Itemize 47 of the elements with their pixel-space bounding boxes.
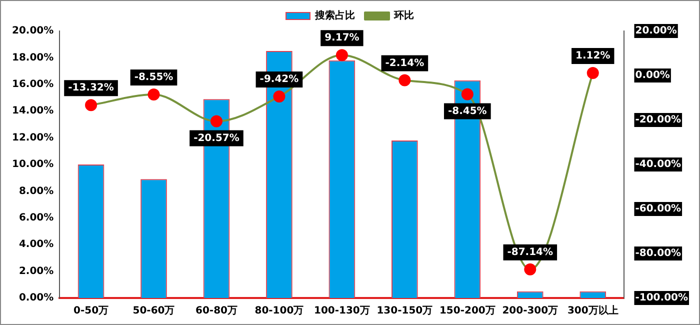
y2-tick-label: -100.00% xyxy=(635,292,688,304)
x-tick-label: 100-130万 xyxy=(314,306,370,317)
x-tick-label: 50-60万 xyxy=(132,306,175,317)
point xyxy=(273,90,286,102)
x-tick-label: 0-50万 xyxy=(74,306,109,317)
y-tick-label: 20.00% xyxy=(12,26,54,37)
y-tick-label: 16.00% xyxy=(12,78,54,90)
y-tick-label: 18.00% xyxy=(12,52,54,64)
legend-label: 环比 xyxy=(393,10,414,22)
data-label: -8.45% xyxy=(448,106,487,117)
data-label: -9.42% xyxy=(260,74,299,86)
y2-tick-label: 20.00% xyxy=(635,26,677,37)
y-tick-label: 4.00% xyxy=(18,239,54,250)
point xyxy=(336,49,348,62)
y-tick-label: 0.00% xyxy=(18,292,54,304)
x-tick-label: 300万以上 xyxy=(567,304,618,317)
point xyxy=(398,74,411,86)
y-tick-label: 10.00% xyxy=(12,159,54,170)
point xyxy=(85,99,98,112)
legend-label: 搜索占比 xyxy=(314,10,355,22)
data-label: 1.12% xyxy=(576,50,610,62)
point xyxy=(210,115,222,128)
data-label: -87.14% xyxy=(507,246,554,258)
y2-tick-label: -80.00% xyxy=(635,248,682,260)
data-label: -13.32% xyxy=(68,82,114,94)
y2-tick-label: 0.00% xyxy=(635,70,670,82)
data-label: -20.57% xyxy=(194,132,240,144)
y-tick-label: 12.00% xyxy=(12,132,54,144)
x-tick-label: 150-200万 xyxy=(439,306,496,317)
y2-tick-label: -40.00% xyxy=(635,159,682,170)
point xyxy=(148,88,160,101)
y2-tick-label: -60.00% xyxy=(635,204,682,215)
y2-tick-label: -20.00% xyxy=(635,114,682,126)
point xyxy=(586,67,599,80)
y-tick-label: 14.00% xyxy=(12,106,54,117)
data-label: 9.17% xyxy=(324,32,360,44)
data-label: -8.55% xyxy=(134,72,174,84)
y-tick-label: 8.00% xyxy=(18,186,54,197)
x-tick-label: 60-80万 xyxy=(195,306,238,317)
y-tick-label: 2.00% xyxy=(18,266,54,277)
x-tick-label: 200-300万 xyxy=(502,306,558,317)
point xyxy=(461,88,474,100)
data-label: -2.14% xyxy=(385,58,424,69)
point xyxy=(524,263,536,276)
x-tick-label: 130-150万 xyxy=(376,306,433,317)
x-tick-label: 80-100万 xyxy=(254,306,304,317)
y-tick-label: 6.00% xyxy=(18,212,54,224)
